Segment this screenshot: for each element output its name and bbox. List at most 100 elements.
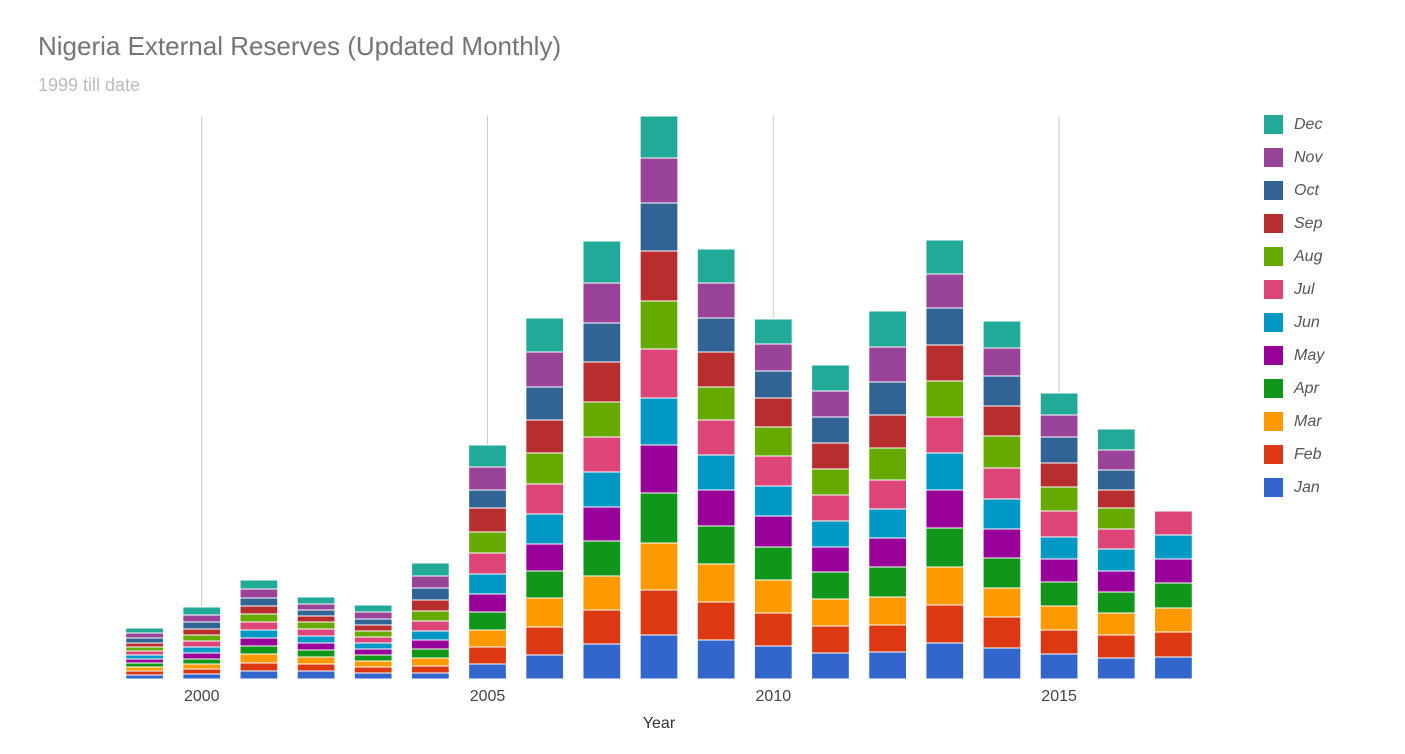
bar-segment [696, 351, 736, 388]
bar-segment [868, 479, 907, 510]
bar-segment [411, 587, 450, 601]
bar-segment [296, 615, 336, 623]
bar-segment [353, 624, 393, 632]
bar-segment [1039, 629, 1079, 655]
legend-label: Jun [1293, 314, 1320, 331]
bar-segment [811, 652, 850, 680]
chart-title: Nigeria External Reserves (Updated Month… [38, 31, 561, 61]
bar-segment [925, 239, 965, 275]
bar-segment [639, 634, 679, 680]
bar-segment [925, 527, 965, 568]
chart-subtitle: 1999 till date [38, 75, 140, 95]
bar-segment [1096, 428, 1136, 451]
bar-segment [525, 597, 565, 628]
bar-segment [753, 343, 793, 372]
bar-segment [696, 317, 736, 353]
bar-segment [982, 587, 1022, 618]
bar-segment [1039, 653, 1079, 680]
bar-segment [239, 670, 279, 680]
bar-segment [239, 579, 279, 590]
bar-segment [811, 625, 850, 654]
bar-segment [1154, 534, 1193, 560]
bar-segment [125, 674, 164, 680]
bar-segment [239, 597, 279, 607]
bar-segment [868, 537, 907, 568]
bar-segment [811, 364, 850, 392]
bar-segment [982, 375, 1022, 407]
bar-segment [411, 657, 450, 667]
bar-segment [1096, 657, 1136, 680]
bar-segment [1039, 486, 1079, 512]
bar-segment [525, 626, 565, 656]
bar-segment [582, 643, 622, 680]
legend-label: Apr [1293, 380, 1320, 397]
bar-segment [639, 157, 679, 204]
bar-segment [468, 611, 507, 631]
bar-segment [925, 307, 965, 346]
bar-segment [1096, 570, 1136, 593]
bar-segment [868, 596, 907, 626]
bar-segment [925, 452, 965, 491]
bar-segment [582, 401, 622, 438]
bar-segment [1039, 536, 1079, 560]
bar-segment [639, 542, 679, 591]
bar-segment [639, 492, 679, 544]
bar-segment [582, 361, 622, 403]
bar-segment [753, 645, 793, 680]
bar-segment [1039, 558, 1079, 583]
bar-segment [353, 618, 393, 626]
bar-segment [1039, 581, 1079, 607]
bar-segment [296, 635, 336, 644]
bar-segment [1096, 612, 1136, 636]
bar-segment [696, 639, 736, 680]
bar-segment [468, 489, 507, 509]
bar-segment [125, 637, 164, 644]
bar-segment [525, 419, 565, 454]
bar-segment [1154, 607, 1193, 633]
bar-segment [696, 601, 736, 641]
bar-segment [639, 250, 679, 302]
bar-segment [239, 653, 279, 664]
bar-segment [1039, 392, 1079, 416]
bar-segment [582, 506, 622, 542]
bar-segment [182, 621, 222, 630]
bar-segment [582, 609, 622, 645]
bar-segment [753, 455, 793, 487]
bar-segment [411, 665, 450, 674]
bar-segment [868, 447, 907, 481]
bar-segment [811, 468, 850, 496]
bar-segment [468, 593, 507, 613]
bar-segment [239, 621, 279, 631]
bar-segment [182, 628, 222, 636]
bar-segment [982, 647, 1022, 680]
bar-segment [468, 466, 507, 491]
bar-segment [239, 588, 279, 599]
bar-segment [982, 435, 1022, 469]
bar-segment [353, 636, 393, 644]
bar-segment [1039, 605, 1079, 631]
bar-segment [925, 604, 965, 644]
bar-segment [753, 426, 793, 457]
bar-segment [925, 416, 965, 454]
bar-segment [925, 489, 965, 529]
bar-segment [696, 419, 736, 456]
bar-segment [182, 640, 222, 648]
legend-label: Oct [1294, 182, 1319, 199]
bar-segment [582, 240, 622, 284]
legend-label: May [1294, 347, 1325, 364]
legend-swatch [1264, 181, 1283, 200]
bar-segment [125, 658, 164, 664]
legend-label: Jan [1293, 479, 1320, 496]
bar-segment [639, 300, 679, 350]
bar-segment [1096, 528, 1136, 550]
bar-segment [1154, 656, 1193, 680]
bar-segment [239, 605, 279, 615]
bar-segment [296, 628, 336, 637]
bar-segment [353, 654, 393, 662]
bar-segment [1154, 558, 1193, 584]
bar-segment [925, 566, 965, 606]
bar-segment [753, 515, 793, 548]
bar-segment [468, 629, 507, 648]
bar-segment [925, 642, 965, 680]
bar-segment [868, 508, 907, 539]
